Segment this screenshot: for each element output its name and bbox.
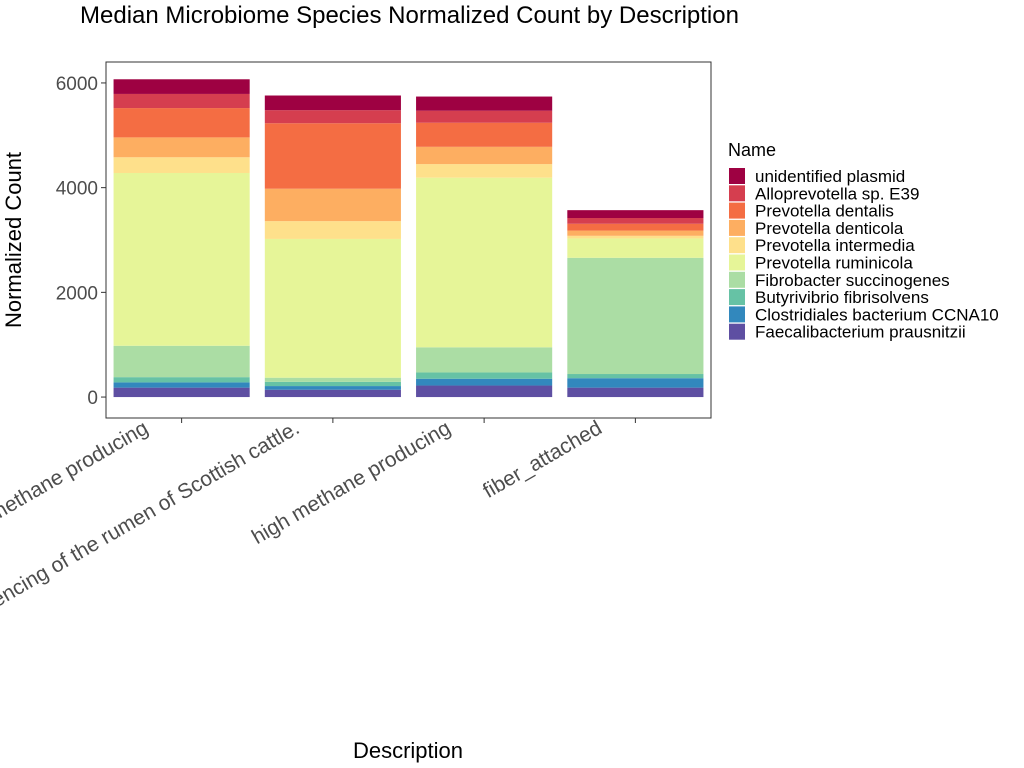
x-axis-title: Description bbox=[353, 738, 463, 763]
bar-segment bbox=[264, 238, 401, 378]
legend: Name unidentified plasmidAlloprevotella … bbox=[728, 140, 999, 342]
legend-label: Prevotella denticola bbox=[755, 219, 904, 238]
legend-swatch bbox=[729, 219, 745, 236]
bar-segment bbox=[567, 238, 704, 258]
bar-segment bbox=[567, 218, 704, 224]
bar-segment bbox=[113, 108, 250, 138]
bar-segment bbox=[113, 172, 250, 346]
bar-segment bbox=[567, 374, 704, 379]
bar-segment bbox=[416, 122, 553, 147]
legend-label: Clostridiales bacterium CCNA10 bbox=[755, 305, 999, 324]
bar-segment bbox=[416, 164, 553, 178]
bar-segment bbox=[264, 381, 401, 387]
bar-segment bbox=[113, 377, 250, 383]
bars-layer bbox=[113, 79, 704, 398]
bar-segment bbox=[264, 389, 401, 398]
legend-label: Prevotella intermedia bbox=[755, 236, 915, 255]
bar-segment bbox=[416, 110, 553, 123]
legend-label: Butyrivibrio fibrisolvens bbox=[755, 288, 929, 307]
legend-swatch bbox=[729, 306, 745, 323]
bar-segment bbox=[416, 372, 553, 379]
bar-segment bbox=[416, 385, 553, 398]
legend-swatch bbox=[729, 202, 745, 219]
legend-swatch bbox=[729, 323, 745, 340]
bar-segment bbox=[113, 79, 250, 94]
bar-segment bbox=[264, 123, 401, 189]
bar-segment bbox=[113, 345, 250, 378]
legend-label: Alloprevotella sp. E39 bbox=[755, 184, 919, 203]
y-axis-title: Normalized Count bbox=[1, 152, 26, 328]
legend-label: Faecalibacterium prausnitzii bbox=[755, 323, 966, 342]
legend-label: Fibrobacter succinogenes bbox=[755, 271, 950, 290]
x-tick-label: fiber_attached bbox=[479, 416, 606, 502]
y-tick-label: 2000 bbox=[56, 283, 98, 304]
bar-segment bbox=[113, 93, 250, 109]
bar-segment bbox=[567, 210, 704, 219]
bar-segment bbox=[416, 96, 553, 111]
bar-segment bbox=[113, 157, 250, 173]
bar-segment bbox=[567, 257, 704, 375]
bar-segment bbox=[113, 137, 250, 158]
legend-swatch bbox=[729, 168, 745, 184]
legend-swatch bbox=[729, 271, 745, 288]
legend-swatch bbox=[729, 237, 745, 254]
bar-segment bbox=[113, 382, 250, 388]
legend-label: Prevotella dentalis bbox=[755, 202, 894, 221]
legend-swatch bbox=[729, 289, 745, 306]
bar-segment bbox=[416, 347, 553, 373]
bar-segment bbox=[567, 387, 704, 398]
legend-label: unidentified plasmid bbox=[755, 167, 905, 186]
y-axis: 0 2000 4000 6000 bbox=[56, 74, 106, 409]
bar-segment bbox=[264, 221, 401, 239]
bar-segment bbox=[264, 95, 401, 111]
bar-segment bbox=[264, 188, 401, 222]
bar-segment bbox=[113, 387, 250, 398]
bar-segment bbox=[264, 386, 401, 390]
legend-label: Prevotella ruminicola bbox=[755, 254, 913, 273]
legend-swatch bbox=[729, 254, 745, 271]
bar-segment bbox=[264, 110, 401, 124]
bar-segment bbox=[567, 378, 704, 388]
bar-segment bbox=[264, 377, 401, 382]
bar-segment bbox=[567, 235, 704, 239]
bar-segment bbox=[416, 177, 553, 348]
bar-segment bbox=[567, 223, 704, 231]
y-tick-label: 0 bbox=[87, 388, 98, 409]
chart-title: Median Microbiome Species Normalized Cou… bbox=[80, 2, 739, 29]
bar-segment bbox=[567, 230, 704, 236]
bar-segment bbox=[416, 146, 553, 165]
y-tick-label: 6000 bbox=[56, 74, 98, 95]
legend-swatch bbox=[729, 185, 745, 202]
y-tick-label: 4000 bbox=[56, 179, 98, 200]
bar-segment bbox=[416, 378, 553, 386]
legend-title: Name bbox=[728, 140, 776, 160]
